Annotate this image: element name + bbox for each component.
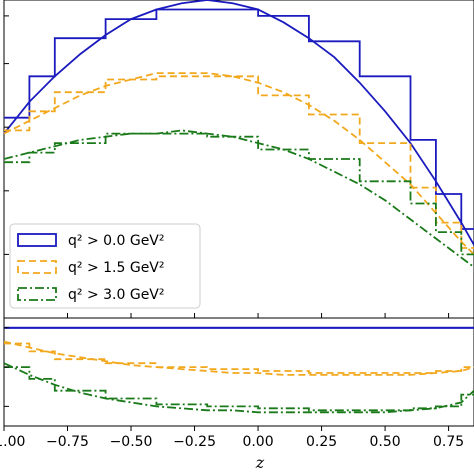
x-tick-label-2: −0.50 xyxy=(110,434,153,450)
x-tick-label-1: −0.75 xyxy=(46,434,89,450)
x-axis-ticks: −1.00 −0.75 −0.50 −0.25 0.00 0.25 0.50 0.75 xyxy=(0,313,464,450)
main-panel-hist-series-0 xyxy=(4,8,474,230)
legend: q² > 0.0 GeV² q² > 1.5 GeV² q² > 3.0 GeV² xyxy=(9,223,201,309)
main-panel-curve-series-2 xyxy=(3,129,474,268)
legend-label-1: q² > 1.5 GeV² xyxy=(68,260,165,276)
legend-box xyxy=(9,223,201,309)
main-panel-curve-series-0 xyxy=(3,0,474,246)
main-panel-hist-series-1 xyxy=(4,75,474,249)
x-tick-label-7: 0.75 xyxy=(433,434,464,450)
main-panel-hist-series-2 xyxy=(4,132,474,256)
x-tick-label-3: −0.25 xyxy=(173,434,216,450)
legend-label-0: q² > 0.0 GeV² xyxy=(68,233,165,249)
x-axis-label: z xyxy=(255,453,265,472)
legend-swatch-0 xyxy=(17,233,57,247)
ratio-panel-curve-series-2 xyxy=(3,362,474,414)
legend-swatch-1 xyxy=(17,260,57,274)
x-tick-label-0: −1.00 xyxy=(0,434,25,450)
x-tick-label-4: 0.00 xyxy=(242,434,273,450)
legend-swatch-2 xyxy=(17,287,57,301)
legend-label-2: q² > 3.0 GeV² xyxy=(68,287,165,303)
ratio-panel-frame xyxy=(3,317,474,427)
x-tick-label-5: 0.25 xyxy=(306,434,337,450)
main-panel xyxy=(3,0,474,319)
ratio-panel-hist-series-2 xyxy=(4,366,474,412)
ratio-panel xyxy=(3,317,474,427)
x-tick-label-6: 0.50 xyxy=(369,434,400,450)
ratio-panel-curve-series-1 xyxy=(3,340,474,376)
ratio-panel-hist-series-1 xyxy=(4,342,474,374)
